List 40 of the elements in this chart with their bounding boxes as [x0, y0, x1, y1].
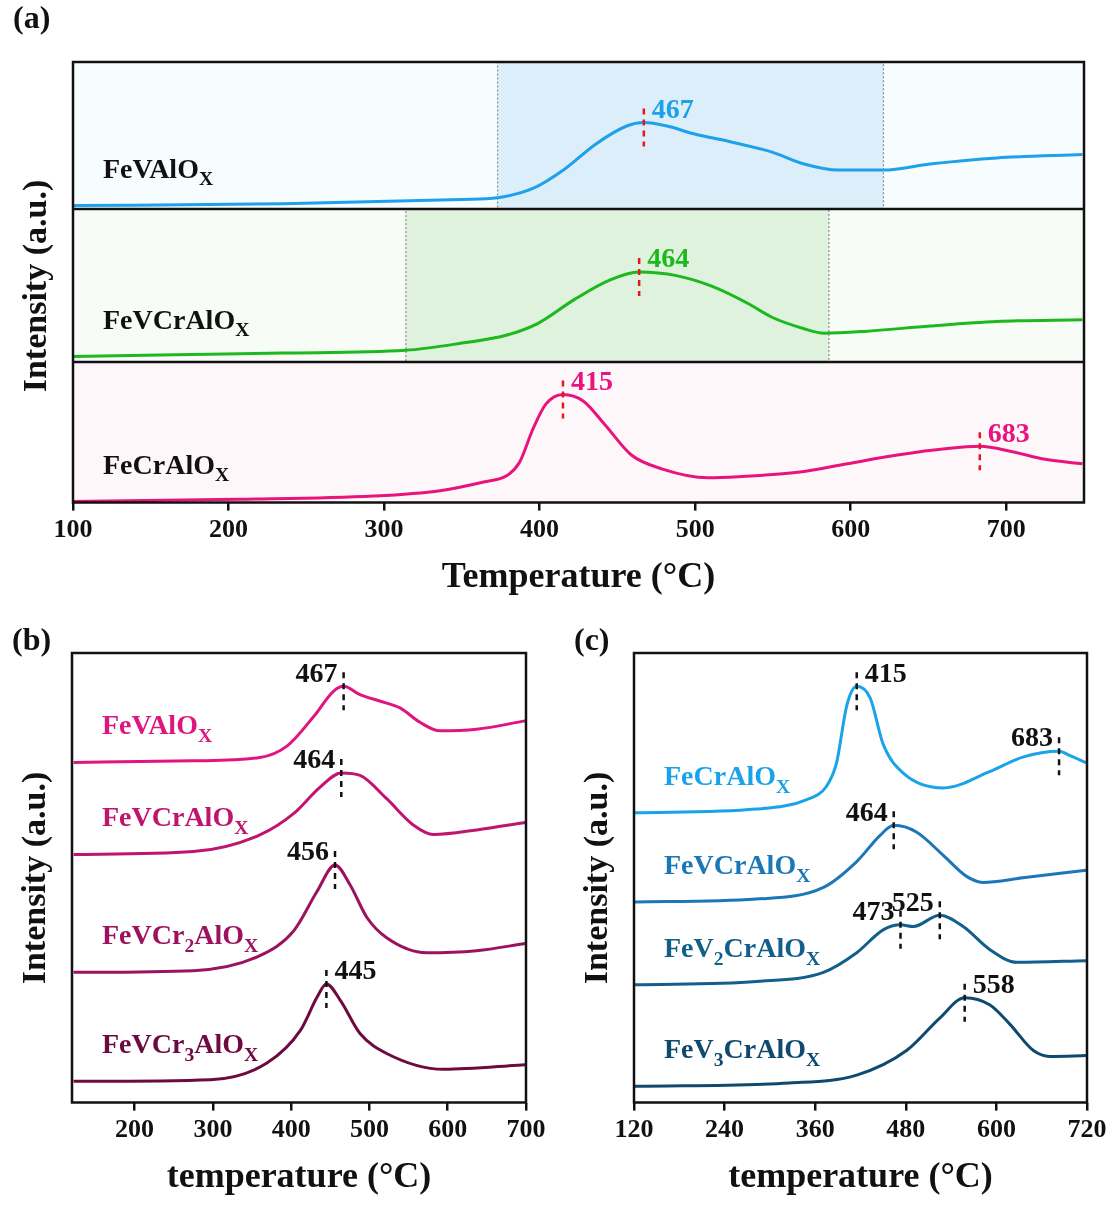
chart-title: (b) — [12, 621, 52, 658]
x-tick-label: 600 — [428, 1113, 468, 1143]
x-tick-label: 600 — [831, 513, 871, 543]
x-axis-title: temperature (°C) — [728, 1154, 993, 1195]
x-tick-label: 500 — [675, 513, 715, 543]
x-tick-label: 200 — [115, 1113, 155, 1143]
x-tick-label: 400 — [271, 1113, 311, 1143]
annotation: 464 — [647, 242, 690, 274]
x-tick-label: 200 — [209, 513, 249, 543]
x-tick-label: 700 — [506, 1113, 546, 1143]
annotation: 558 — [972, 967, 1015, 999]
annotation: 456 — [287, 835, 330, 867]
x-tick-label: 240 — [705, 1113, 745, 1143]
annotation: 445 — [334, 954, 377, 986]
y-axis-title: Intensity (a.u.) — [16, 179, 53, 392]
x-tick-label: 300 — [193, 1113, 233, 1143]
y-axis-title: Intensity (a.u.) — [577, 771, 614, 985]
annotation: 415 — [570, 364, 613, 396]
x-tick-label: 480 — [886, 1113, 926, 1143]
annotation: 683 — [1011, 721, 1054, 753]
x-tick-label: 720 — [1067, 1113, 1107, 1143]
x-tick-label: 120 — [614, 1113, 654, 1143]
x-tick-label: 360 — [795, 1113, 835, 1143]
x-tick-label: 700 — [986, 513, 1026, 543]
annotation: 467 — [651, 92, 694, 124]
annotation: 683 — [987, 416, 1030, 448]
x-tick-label: 600 — [976, 1113, 1016, 1143]
x-tick-label: 400 — [520, 513, 560, 543]
x-axis-title: temperature (°C) — [166, 1154, 432, 1195]
chart-title: (a) — [13, 0, 51, 36]
y-axis-title: Intensity (a.u.) — [15, 771, 52, 985]
annotation: 464 — [845, 795, 888, 827]
x-tick-label: 300 — [364, 513, 404, 543]
annotation: 467 — [295, 656, 338, 688]
chart-title: (c) — [574, 621, 610, 658]
annotation: 415 — [864, 656, 907, 688]
annotation: 464 — [293, 743, 336, 775]
x-tick-label: 100 — [53, 513, 93, 543]
x-tick-label: 500 — [349, 1113, 389, 1143]
x-axis-title: Temperature (°C) — [441, 554, 716, 595]
